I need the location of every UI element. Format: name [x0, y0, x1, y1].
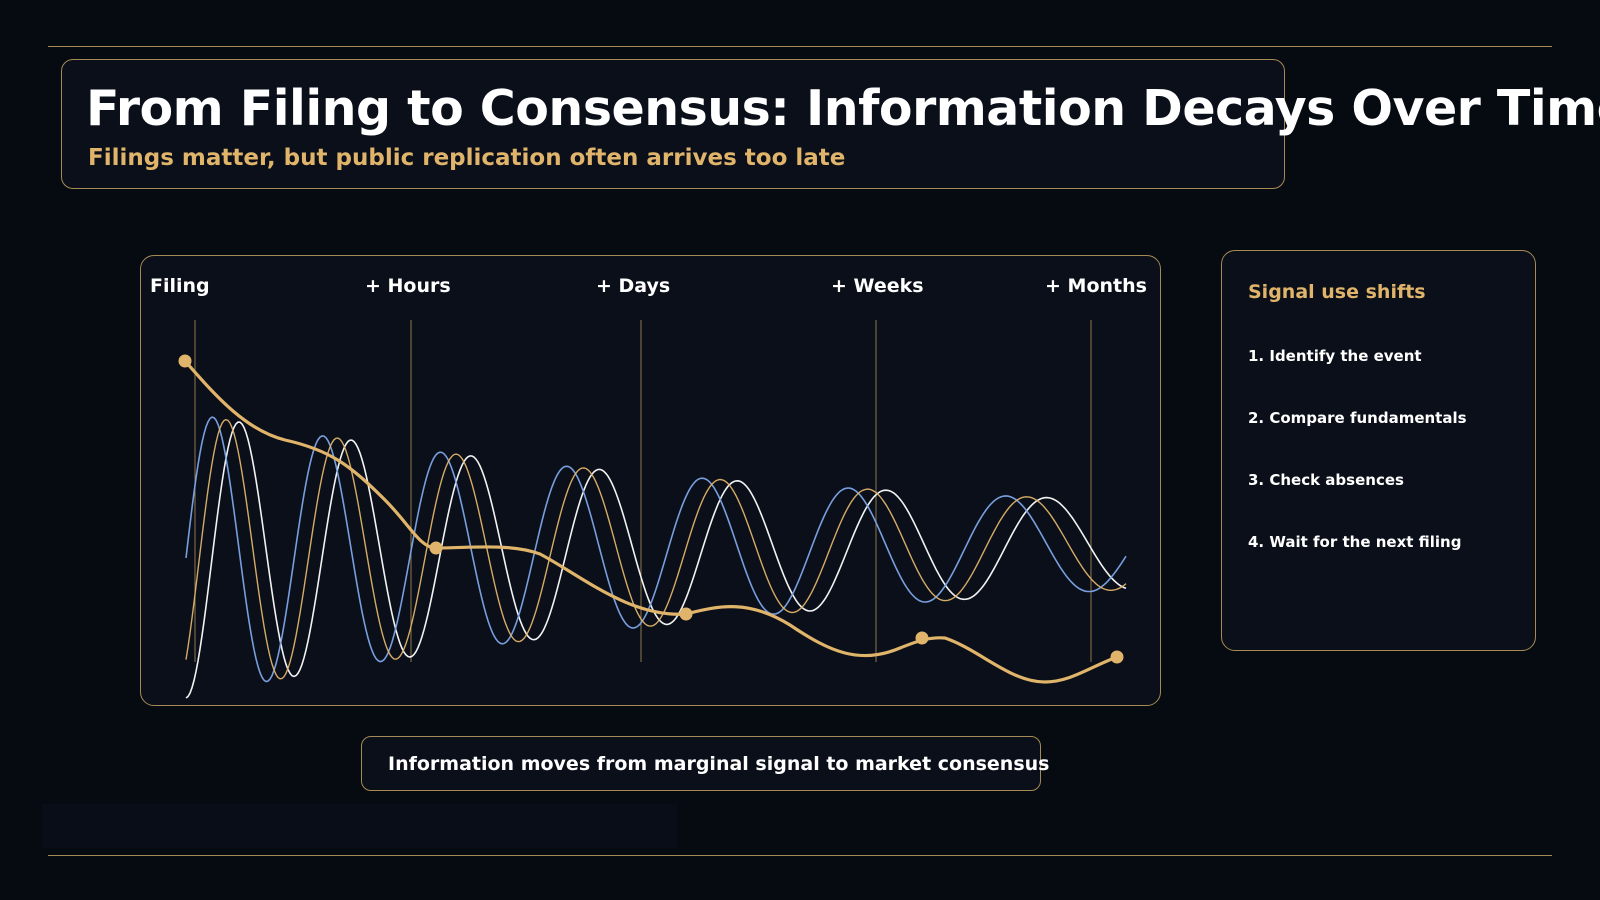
title-card — [61, 59, 1285, 189]
stage-label-months: + Months — [1045, 275, 1147, 297]
blue-signal-wave — [185, 416, 1127, 683]
stage-marker-dot — [915, 631, 929, 645]
stage-marker-dot — [429, 541, 443, 555]
signal-step-4: 4. Wait for the next filing — [1248, 533, 1462, 551]
stage-marker-dot — [178, 354, 192, 368]
page-subtitle: Filings matter, but public replication o… — [88, 145, 846, 171]
top-divider — [48, 46, 1552, 47]
white-signal-wave — [185, 421, 1127, 699]
caption-text: Information moves from marginal signal t… — [388, 753, 1050, 775]
page-title: From Filing to Consensus: Information De… — [86, 80, 1600, 137]
signal-step-2: 2. Compare fundamentals — [1248, 409, 1467, 427]
stage-gridlines — [194, 320, 1092, 662]
decay-curve-group — [178, 354, 1124, 684]
footer-shade — [42, 804, 677, 848]
signal-step-1: 1. Identify the event — [1248, 347, 1422, 365]
bottom-divider — [48, 855, 1552, 856]
stage-marker-dot — [1110, 650, 1124, 664]
signal-use-title: Signal use shifts — [1248, 281, 1426, 303]
oscillating-signals — [185, 416, 1127, 699]
stage-label-hours: + Hours — [365, 275, 451, 297]
stage-marker-dot — [679, 607, 693, 621]
signal-use-panel — [1221, 250, 1536, 651]
caption-card — [361, 736, 1041, 791]
stage-label-days: + Days — [596, 275, 671, 297]
gold-signal-wave — [185, 418, 1127, 680]
stage-label-weeks: + Weeks — [831, 275, 924, 297]
signal-step-3: 3. Check absences — [1248, 471, 1404, 489]
decay-curve — [183, 359, 1119, 684]
stage-label-filing: Filing — [150, 275, 210, 297]
